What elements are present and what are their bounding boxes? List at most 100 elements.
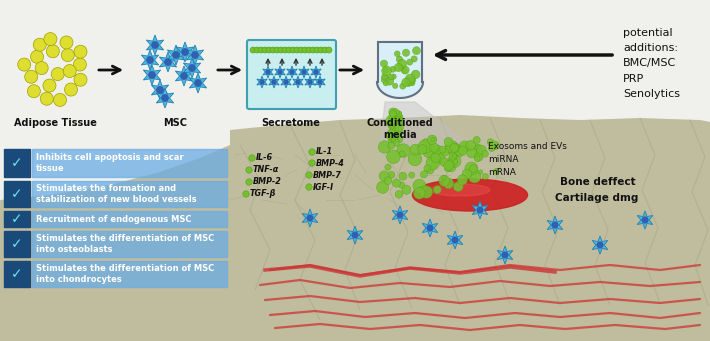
- Text: Exosoms and EVs
miRNA
mRNA: Exosoms and EVs miRNA mRNA: [488, 142, 567, 177]
- Circle shape: [439, 146, 446, 153]
- Circle shape: [306, 47, 312, 53]
- Circle shape: [302, 70, 306, 74]
- Circle shape: [282, 47, 288, 53]
- Text: Bone deffect: Bone deffect: [560, 177, 635, 187]
- Circle shape: [465, 162, 478, 175]
- FancyBboxPatch shape: [32, 211, 227, 227]
- FancyBboxPatch shape: [32, 149, 227, 177]
- Circle shape: [428, 154, 435, 161]
- Circle shape: [422, 145, 436, 158]
- Circle shape: [482, 174, 488, 180]
- Circle shape: [390, 110, 396, 117]
- FancyBboxPatch shape: [32, 181, 227, 207]
- Text: Inhibits cell apoptosis and scar
tissue: Inhibits cell apoptosis and scar tissue: [36, 153, 184, 173]
- Circle shape: [487, 139, 493, 145]
- Circle shape: [427, 149, 436, 158]
- Polygon shape: [156, 88, 174, 108]
- Ellipse shape: [413, 179, 528, 211]
- Circle shape: [310, 47, 316, 53]
- Circle shape: [402, 69, 408, 74]
- Polygon shape: [302, 209, 318, 227]
- FancyBboxPatch shape: [4, 261, 30, 287]
- FancyBboxPatch shape: [4, 149, 30, 177]
- Circle shape: [318, 80, 322, 84]
- Circle shape: [393, 119, 400, 127]
- Circle shape: [382, 66, 391, 76]
- Circle shape: [407, 59, 413, 65]
- Circle shape: [479, 170, 483, 174]
- Circle shape: [147, 57, 153, 63]
- Polygon shape: [287, 66, 297, 78]
- Circle shape: [474, 155, 480, 162]
- Circle shape: [386, 130, 397, 140]
- Circle shape: [473, 136, 480, 144]
- Circle shape: [410, 77, 416, 83]
- Circle shape: [396, 111, 402, 117]
- Circle shape: [399, 172, 407, 180]
- Circle shape: [388, 122, 395, 129]
- Text: ✓: ✓: [11, 267, 23, 281]
- Circle shape: [60, 36, 73, 49]
- Circle shape: [410, 80, 415, 86]
- Circle shape: [427, 225, 433, 231]
- Circle shape: [459, 141, 470, 152]
- Circle shape: [393, 139, 400, 146]
- Circle shape: [195, 80, 201, 86]
- Circle shape: [453, 145, 464, 157]
- Polygon shape: [190, 73, 207, 93]
- Circle shape: [388, 130, 395, 137]
- Circle shape: [393, 111, 398, 117]
- Circle shape: [488, 145, 495, 151]
- Circle shape: [266, 70, 270, 74]
- Polygon shape: [347, 226, 363, 244]
- Circle shape: [306, 184, 312, 190]
- Circle shape: [376, 181, 388, 193]
- Circle shape: [352, 232, 358, 238]
- Circle shape: [31, 50, 43, 63]
- Circle shape: [427, 166, 434, 174]
- Circle shape: [502, 252, 508, 258]
- Text: Stimulates the differentiation of MSC
into chondrocytes: Stimulates the differentiation of MSC in…: [36, 264, 214, 284]
- Text: Stimulates the formation and
stabilization of new blood vessels: Stimulates the formation and stabilizati…: [36, 184, 197, 204]
- Circle shape: [390, 126, 398, 135]
- Circle shape: [307, 215, 313, 221]
- Circle shape: [386, 77, 393, 85]
- FancyBboxPatch shape: [32, 231, 227, 257]
- Circle shape: [65, 83, 77, 96]
- Circle shape: [44, 33, 57, 46]
- Circle shape: [272, 80, 276, 84]
- Circle shape: [314, 70, 318, 74]
- Polygon shape: [168, 45, 185, 65]
- Circle shape: [25, 70, 38, 83]
- Circle shape: [397, 115, 403, 121]
- Circle shape: [431, 137, 435, 142]
- Circle shape: [378, 141, 390, 153]
- Circle shape: [458, 146, 467, 155]
- Circle shape: [165, 59, 171, 65]
- Circle shape: [389, 128, 399, 138]
- Circle shape: [388, 171, 395, 178]
- Circle shape: [260, 80, 264, 84]
- Circle shape: [405, 74, 415, 84]
- Circle shape: [388, 113, 396, 120]
- Circle shape: [385, 164, 391, 170]
- Polygon shape: [422, 219, 438, 237]
- Circle shape: [298, 47, 304, 53]
- Circle shape: [402, 186, 411, 194]
- Text: potential
additions:
BMC/MSC
PRP
Senolytics: potential additions: BMC/MSC PRP Senolyt…: [623, 28, 680, 99]
- Circle shape: [388, 74, 394, 80]
- Circle shape: [426, 157, 439, 170]
- Circle shape: [46, 45, 60, 58]
- Circle shape: [246, 167, 252, 173]
- Circle shape: [395, 123, 403, 132]
- Text: Cartilage dmg: Cartilage dmg: [555, 193, 638, 203]
- Circle shape: [270, 47, 276, 53]
- Circle shape: [452, 154, 457, 158]
- Text: Secretome: Secretome: [261, 118, 320, 128]
- Circle shape: [394, 51, 400, 57]
- Circle shape: [466, 140, 476, 150]
- Circle shape: [396, 114, 403, 120]
- Circle shape: [408, 152, 422, 166]
- Polygon shape: [293, 76, 303, 88]
- Circle shape: [74, 73, 87, 86]
